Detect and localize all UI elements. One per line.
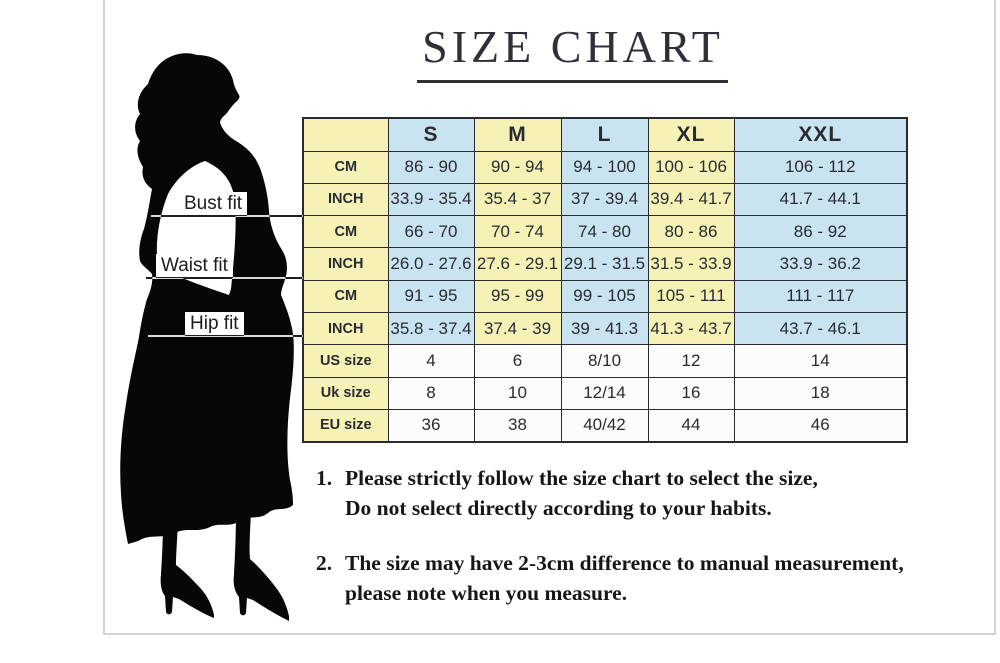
value-cell: 16 <box>647 376 735 410</box>
row-label: INCH <box>302 182 389 217</box>
value-cell: 35.8 - 37.4 <box>387 311 475 346</box>
note-2-line-2: please note when you measure. <box>345 581 628 605</box>
value-cell: 4 <box>387 344 475 378</box>
value-cell: 14 <box>733 344 908 378</box>
note-1-line-2: Do not select directly according to your… <box>345 496 772 520</box>
note-2: 2. The size may have 2-3cm difference to… <box>316 548 904 608</box>
value-cell: 106 - 112 <box>733 150 908 184</box>
value-cell: 12/14 <box>560 376 649 410</box>
size-chart-table: S M L XL XXL CM 86 - 90 90 - 94 94 - 100… <box>302 117 908 443</box>
row-label: CM <box>302 215 389 249</box>
title-underline <box>417 80 728 83</box>
note-1: 1. Please strictly follow the size chart… <box>316 463 818 523</box>
value-cell: 41.7 - 44.1 <box>733 182 908 217</box>
woman-silhouette <box>120 53 294 621</box>
value-cell: 86 - 92 <box>733 215 908 249</box>
hip-fit-label: Hip fit <box>185 312 244 336</box>
row-label: INCH <box>302 247 389 281</box>
row-label: EU size <box>302 408 389 443</box>
row-label: Uk size <box>302 376 389 410</box>
hip-inch-row: INCH 35.8 - 37.4 37.4 - 39 39 - 41.3 41.… <box>302 311 908 346</box>
value-cell: 10 <box>473 376 562 410</box>
note-2-text: The size may have 2-3cm difference to ma… <box>345 548 904 608</box>
note-2-number: 2. <box>316 551 333 575</box>
value-cell: 18 <box>733 376 908 410</box>
value-cell: 36 <box>387 408 475 443</box>
silhouette-body <box>120 53 294 544</box>
value-cell: 33.9 - 35.4 <box>387 182 475 217</box>
value-cell: 100 - 106 <box>647 150 735 184</box>
hip-pointer-line <box>148 335 303 337</box>
col-header-l: L <box>560 117 649 152</box>
value-cell: 8/10 <box>560 344 649 378</box>
bust-cm-row: CM 86 - 90 90 - 94 94 - 100 100 - 106 10… <box>302 150 908 184</box>
content-frame <box>103 0 996 635</box>
row-label: US size <box>302 344 389 378</box>
value-cell: 37 - 39.4 <box>560 182 649 217</box>
value-cell: 27.6 - 29.1 <box>473 247 562 281</box>
value-cell: 74 - 80 <box>560 215 649 249</box>
value-cell: 37.4 - 39 <box>473 311 562 346</box>
value-cell: 6 <box>473 344 562 378</box>
value-cell: 41.3 - 43.7 <box>647 311 735 346</box>
value-cell: 26.0 - 27.6 <box>387 247 475 281</box>
note-1-line-1: Please strictly follow the size chart to… <box>345 466 818 490</box>
value-cell: 35.4 - 37 <box>473 182 562 217</box>
value-cell: 46 <box>733 408 908 443</box>
col-header-s: S <box>387 117 475 152</box>
eu-size-row: EU size 36 38 40/42 44 46 <box>302 408 908 443</box>
row-label: INCH <box>302 311 389 346</box>
value-cell: 29.1 - 31.5 <box>560 247 649 281</box>
value-cell: 40/42 <box>560 408 649 443</box>
bust-pointer-line <box>151 215 303 217</box>
value-cell: 95 - 99 <box>473 279 562 313</box>
col-header-xl: XL <box>647 117 735 152</box>
value-cell: 99 - 105 <box>560 279 649 313</box>
value-cell: 94 - 100 <box>560 150 649 184</box>
value-cell: 70 - 74 <box>473 215 562 249</box>
waist-inch-row: INCH 26.0 - 27.6 27.6 - 29.1 29.1 - 31.5… <box>302 247 908 281</box>
row-label: CM <box>302 150 389 184</box>
us-size-row: US size 4 6 8/10 12 14 <box>302 344 908 378</box>
row-label: CM <box>302 279 389 313</box>
uk-size-row: Uk size 8 10 12/14 16 18 <box>302 376 908 410</box>
bust-fit-label: Bust fit <box>179 192 248 216</box>
value-cell: 66 - 70 <box>387 215 475 249</box>
page-title: SIZE CHART <box>422 21 724 72</box>
value-cell: 31.5 - 33.9 <box>647 247 735 281</box>
value-cell: 86 - 90 <box>387 150 475 184</box>
waist-cm-row: CM 66 - 70 70 - 74 74 - 80 80 - 86 86 - … <box>302 215 908 249</box>
hip-cm-row: CM 91 - 95 95 - 99 99 - 105 105 - 111 11… <box>302 279 908 313</box>
header-row: S M L XL XXL <box>302 117 908 152</box>
note-2-line-1: The size may have 2-3cm difference to ma… <box>345 551 904 575</box>
value-cell: 43.7 - 46.1 <box>733 311 908 346</box>
value-cell: 105 - 111 <box>647 279 735 313</box>
value-cell: 111 - 117 <box>733 279 908 313</box>
waist-pointer-line <box>146 277 303 279</box>
value-cell: 39 - 41.3 <box>560 311 649 346</box>
value-cell: 33.9 - 36.2 <box>733 247 908 281</box>
value-cell: 39.4 - 41.7 <box>647 182 735 217</box>
col-header-xxl: XXL <box>733 117 908 152</box>
value-cell: 44 <box>647 408 735 443</box>
value-cell: 80 - 86 <box>647 215 735 249</box>
value-cell: 91 - 95 <box>387 279 475 313</box>
value-cell: 38 <box>473 408 562 443</box>
value-cell: 8 <box>387 376 475 410</box>
note-1-text: Please strictly follow the size chart to… <box>345 463 818 523</box>
value-cell: 90 - 94 <box>473 150 562 184</box>
value-cell: 12 <box>647 344 735 378</box>
right-leg-heel-shoe <box>233 510 289 621</box>
note-1-number: 1. <box>316 466 333 490</box>
left-leg-heel-shoe <box>160 520 214 618</box>
col-header-m: M <box>473 117 562 152</box>
corner-cell <box>302 117 389 152</box>
waist-fit-label: Waist fit <box>156 254 233 278</box>
bust-inch-row: INCH 33.9 - 35.4 35.4 - 37 37 - 39.4 39.… <box>302 182 908 217</box>
